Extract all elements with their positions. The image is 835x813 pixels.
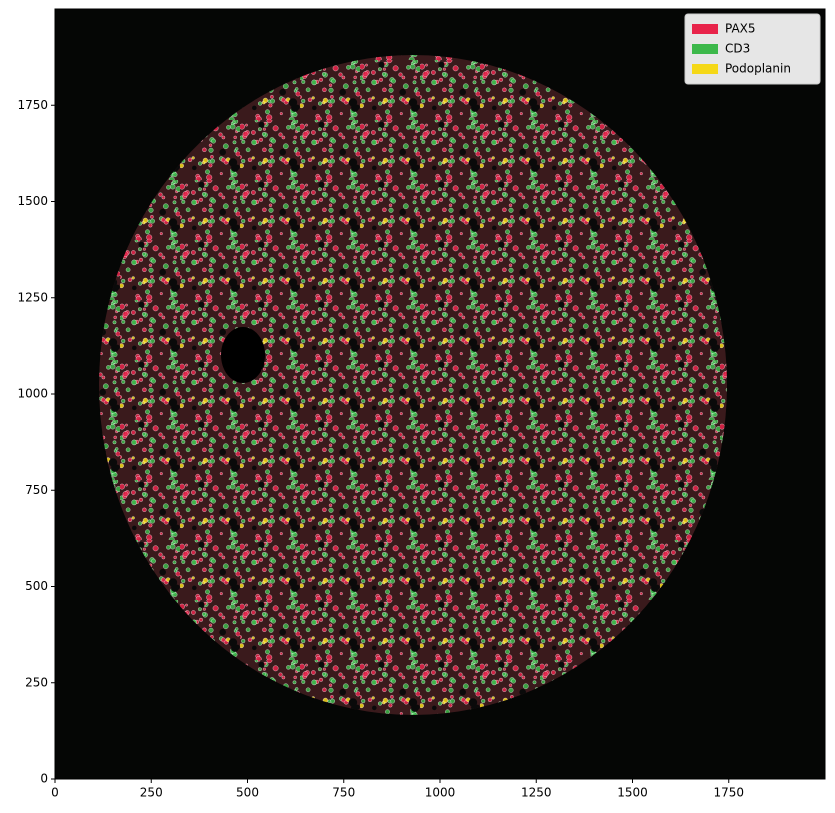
image: [99, 55, 727, 715]
legend-swatch: [692, 64, 718, 74]
x-tick-label: 1500: [617, 786, 648, 800]
legend-label: CD3: [725, 42, 750, 56]
y-tick-label: 0: [40, 772, 48, 786]
y-tick-label: 250: [25, 675, 48, 689]
dark-region: [221, 327, 265, 383]
legend: PAX5 CD3 Podoplanin: [684, 13, 821, 85]
x-tick-label: 1750: [713, 786, 744, 800]
x-tick-label: 1250: [521, 786, 552, 800]
legend-swatch: [692, 44, 718, 54]
y-tick-label: 1500: [17, 194, 48, 208]
x-tick-label: 0: [51, 786, 59, 800]
tissue-texture: [99, 55, 727, 715]
legend-label: Podoplanin: [725, 62, 791, 76]
y-tick-label: 750: [25, 483, 48, 497]
y-tick-label: 1250: [17, 290, 48, 304]
y-tick-label: 500: [25, 579, 48, 593]
x-tick-label: 1000: [425, 786, 456, 800]
x-tick-label: 500: [236, 786, 259, 800]
y-tick-label: 1000: [17, 387, 48, 401]
legend-swatch: [692, 24, 718, 34]
x-tick-label: 750: [332, 786, 355, 800]
legend-box: [684, 13, 821, 85]
legend-label: PAX5: [725, 22, 756, 36]
y-tick-label: 1750: [17, 98, 48, 112]
x-tick-label: 250: [140, 786, 163, 800]
